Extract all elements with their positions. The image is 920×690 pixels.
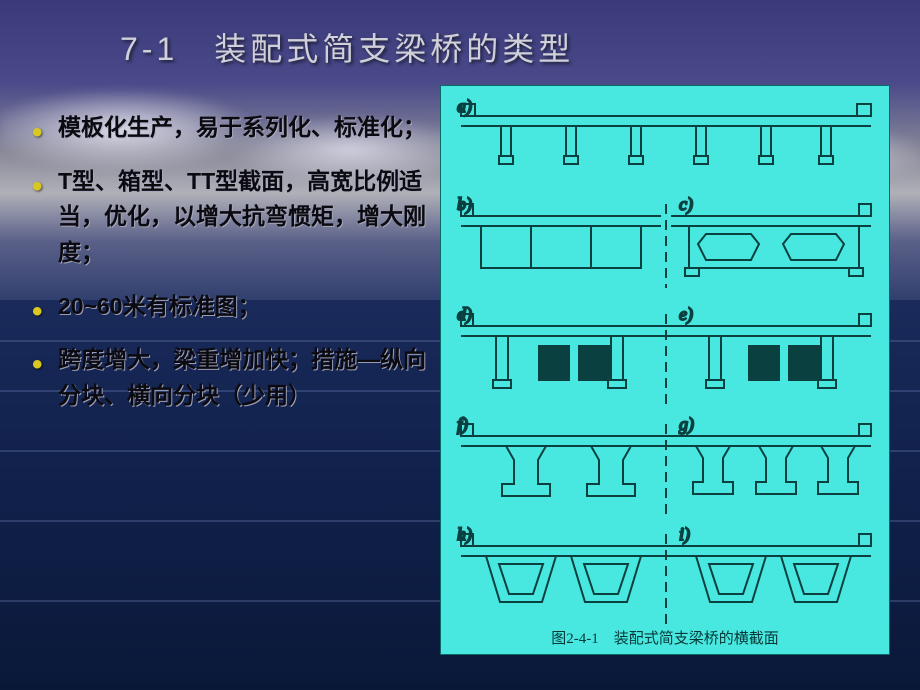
slide-content: 7-1 装配式简支梁桥的类型 模板化生产，易于系列化、标准化； T型、箱型、TT…: [0, 0, 920, 690]
row-label: i): [679, 524, 690, 545]
bullet-item: 跨度增大，梁重增加快；措施—纵向分块、横向分块（少用）: [58, 342, 430, 413]
bullet-item: 模板化生产，易于系列化、标准化；: [58, 110, 430, 146]
row-label: c): [679, 194, 693, 215]
diagram-svg: a): [441, 86, 891, 631]
bullet-list: 模板化生产，易于系列化、标准化； T型、箱型、TT型截面，高宽比例适当，优化，以…: [30, 110, 430, 655]
t-stems: [499, 126, 833, 164]
bullet-item: 20~60米有标准图；: [58, 289, 430, 325]
row-label: g): [679, 414, 694, 435]
slide-body: 模板化生产，易于系列化、标准化； T型、箱型、TT型截面，高宽比例适当，优化，以…: [30, 110, 890, 655]
cross-section-diagram: a): [440, 85, 890, 655]
slide-title: 7-1 装配式简支梁桥的类型: [120, 24, 890, 70]
bullet-item: T型、箱型、TT型截面，高宽比例适当，优化，以增大抗弯惯矩，增大刚度；: [58, 164, 430, 271]
row-label: a): [457, 96, 472, 117]
diagram-caption: 图2-4-1 装配式简支梁桥的横截面: [441, 627, 889, 648]
row-label: e): [679, 304, 693, 325]
